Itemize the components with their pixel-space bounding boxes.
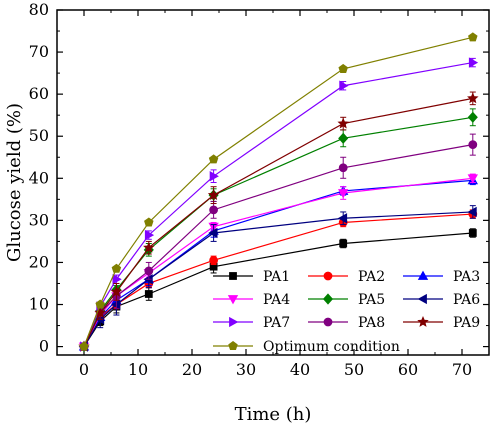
legend-item: PA9 bbox=[403, 315, 480, 331]
y-tick-label: 50 bbox=[29, 126, 49, 145]
legend-marker bbox=[228, 341, 238, 351]
legend: PA1 PA2 PA3 PA4 PA5 PA6 PA7 PA8 PA9 Optimum condi… bbox=[213, 269, 480, 355]
data-point bbox=[337, 213, 348, 224]
legend-item: PA7 bbox=[213, 315, 290, 331]
data-point bbox=[339, 80, 349, 91]
y-tick-label: 80 bbox=[29, 0, 49, 19]
y-axis-title: Glucose yield (%) bbox=[4, 103, 25, 262]
legend-label: PA6 bbox=[453, 292, 480, 308]
legend-label: PA3 bbox=[453, 269, 480, 285]
data-point bbox=[207, 189, 220, 201]
legend-item: PA8 bbox=[308, 315, 385, 331]
y-tick-labels: 0 10 20 30 40 50 60 70 80 bbox=[29, 0, 49, 356]
y-tick-label: 20 bbox=[29, 252, 49, 271]
data-point bbox=[79, 341, 89, 351]
legend-marker bbox=[229, 272, 237, 280]
data-point bbox=[208, 154, 219, 164]
y-tick-label: 30 bbox=[29, 210, 49, 229]
data-point bbox=[144, 266, 154, 276]
legend-item: PA6 bbox=[403, 292, 480, 308]
data-point bbox=[208, 227, 218, 239]
data-point bbox=[338, 132, 349, 144]
legend-label: PA8 bbox=[358, 315, 385, 331]
data-point bbox=[338, 189, 349, 199]
data-point bbox=[467, 174, 478, 184]
data-point bbox=[94, 306, 106, 318]
y-tick-label: 60 bbox=[29, 84, 49, 103]
data-point bbox=[111, 263, 122, 273]
x-tick-label: 0 bbox=[79, 360, 89, 379]
series-optimum-condition bbox=[79, 32, 478, 351]
x-tick-labels: 0 10 20 30 40 50 60 70 bbox=[79, 360, 472, 379]
data-point bbox=[338, 63, 348, 73]
legend-item: PA3 bbox=[403, 269, 480, 285]
legend-marker bbox=[417, 270, 429, 280]
data-point bbox=[468, 57, 479, 68]
y-tick-label: 0 bbox=[39, 337, 49, 356]
x-tick-label: 20 bbox=[182, 360, 202, 379]
legend-item: Optimum condition bbox=[213, 339, 400, 355]
data-point bbox=[468, 140, 478, 150]
legend-label: PA4 bbox=[263, 292, 290, 308]
legend-marker bbox=[227, 295, 239, 305]
legend-label: PA7 bbox=[263, 315, 290, 331]
legend-marker bbox=[322, 293, 334, 305]
data-point bbox=[339, 239, 348, 248]
data-point bbox=[337, 117, 349, 129]
series-layer bbox=[78, 32, 479, 353]
data-point bbox=[467, 111, 478, 123]
legend-label: PA9 bbox=[453, 315, 480, 331]
y-tick-label: 70 bbox=[29, 42, 49, 61]
x-tick-label: 30 bbox=[236, 360, 256, 379]
data-point bbox=[144, 290, 153, 298]
legend-item: PA2 bbox=[308, 269, 385, 285]
legend-item: PA5 bbox=[308, 292, 385, 308]
data-point bbox=[143, 241, 155, 253]
x-tick-label: 70 bbox=[452, 360, 472, 379]
plot-frame bbox=[56, 9, 490, 356]
x-tick-label: 40 bbox=[290, 360, 310, 379]
legend-marker bbox=[323, 317, 333, 327]
data-point bbox=[95, 299, 105, 309]
series-line bbox=[83, 97, 473, 347]
legend-marker bbox=[417, 315, 429, 327]
y-tick-label: 10 bbox=[29, 295, 49, 314]
data-point bbox=[468, 32, 478, 42]
data-point bbox=[467, 206, 477, 218]
y-tick-label: 40 bbox=[29, 168, 49, 187]
x-tick-label: 50 bbox=[344, 360, 364, 379]
data-point bbox=[338, 163, 348, 173]
legend-marker bbox=[417, 293, 427, 305]
legend-label: PA5 bbox=[358, 292, 385, 308]
legend-label: PA2 bbox=[358, 269, 385, 285]
data-point bbox=[144, 229, 155, 241]
data-point bbox=[209, 171, 219, 182]
series-pa9 bbox=[78, 91, 479, 352]
data-point bbox=[468, 229, 477, 237]
x-axis-title: Time (h) bbox=[235, 404, 312, 425]
legend-marker bbox=[229, 316, 239, 328]
data-point bbox=[110, 285, 123, 297]
data-point bbox=[209, 255, 219, 265]
x-tick-label: 60 bbox=[398, 360, 418, 379]
legend-item: PA1 bbox=[213, 269, 290, 285]
data-point bbox=[209, 205, 219, 215]
data-point bbox=[112, 274, 122, 285]
data-point bbox=[144, 217, 154, 227]
legend-item: PA4 bbox=[213, 292, 290, 308]
legend-label: PA1 bbox=[263, 269, 290, 285]
legend-label: Optimum condition bbox=[263, 339, 400, 355]
legend-marker bbox=[323, 271, 333, 281]
x-tick-label: 10 bbox=[128, 360, 148, 379]
data-point bbox=[467, 92, 479, 104]
